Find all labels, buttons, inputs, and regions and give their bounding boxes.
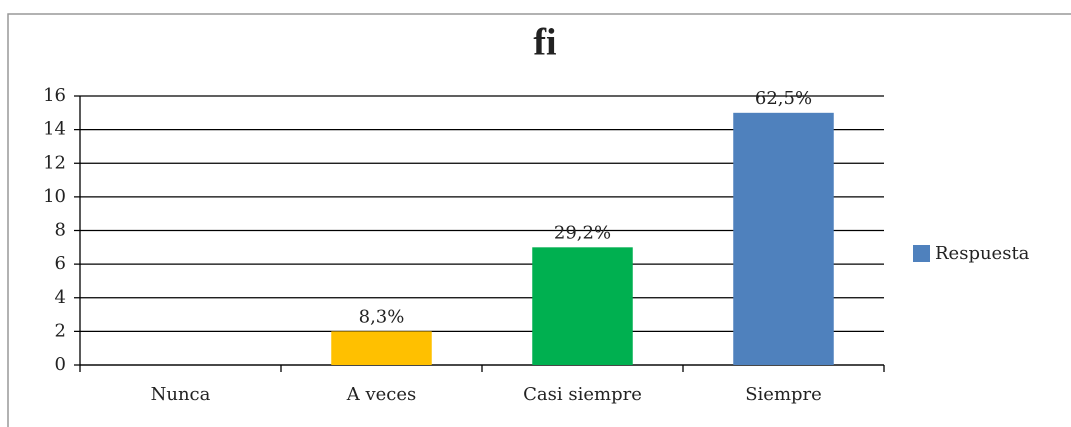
y-tick-label: 0: [55, 354, 66, 375]
bar: [331, 331, 432, 365]
bar: [532, 247, 633, 365]
data-label: 8,3%: [359, 306, 405, 327]
x-tick-label: Siempre: [745, 384, 822, 405]
y-tick-label: 6: [55, 253, 66, 274]
chart-title: fi: [533, 22, 556, 64]
y-tick-label: 14: [43, 119, 66, 140]
x-tick-label: A veces: [346, 384, 417, 405]
y-tick-label: 4: [55, 287, 66, 308]
legend-label: Respuesta: [935, 243, 1030, 264]
data-label: 62,5%: [755, 88, 812, 109]
y-tick-label: 12: [43, 152, 66, 173]
data-label: 29,2%: [554, 222, 611, 243]
x-tick-label: Casi siempre: [523, 384, 642, 405]
y-tick-label: 8: [55, 220, 66, 241]
y-tick-label: 10: [43, 186, 66, 207]
legend-swatch: [913, 245, 930, 262]
y-tick-label: 2: [55, 320, 66, 341]
x-tick-label: Nunca: [151, 384, 211, 405]
y-tick-label: 16: [43, 85, 66, 106]
bar: [733, 112, 834, 365]
